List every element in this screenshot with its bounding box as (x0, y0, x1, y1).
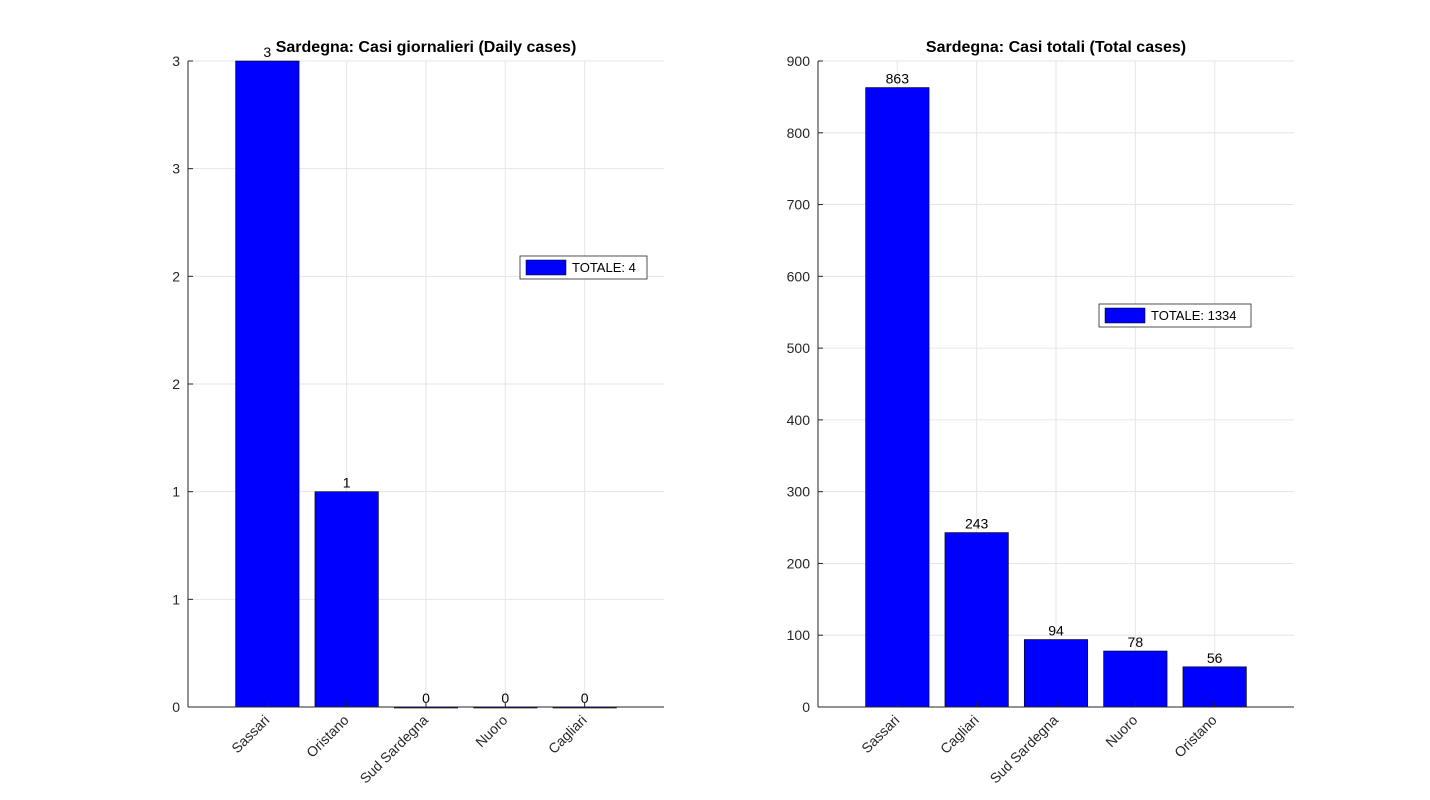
bar-nuoro (1103, 650, 1168, 708)
y-tick-label: 3 (172, 161, 180, 177)
total-cases-chart: 863 243 94 78 56 0 100 200 300 400 500 600 700 800 900… (787, 39, 1294, 786)
x-tick-label: Sud Sardegna (356, 712, 431, 787)
x-tick-label: Oristano (303, 712, 352, 761)
y-tick-label: 2 (172, 268, 180, 284)
data-label: 3 (263, 44, 271, 60)
bar-sassari (865, 87, 930, 708)
legend: TOTALE: 1334 (1098, 303, 1252, 328)
x-tick-label: Nuoro (472, 712, 510, 750)
data-label: 0 (422, 690, 430, 706)
y-tick-label: 300 (787, 484, 811, 500)
bar-oristano (1182, 666, 1247, 708)
data-label: 0 (581, 690, 589, 706)
data-label: 56 (1207, 650, 1223, 666)
legend: TOTALE: 4 (519, 255, 648, 280)
data-label: 78 (1128, 634, 1144, 650)
x-tick-label: Nuoro (1102, 712, 1140, 750)
y-tick-label: 1 (172, 591, 180, 607)
x-tick-label: Oristano (1171, 712, 1220, 761)
bar-cagliari (944, 532, 1009, 708)
y-tick-label: 500 (787, 340, 811, 356)
data-label: 0 (501, 690, 509, 706)
x-tick-label: Sud Sardegna (986, 712, 1061, 787)
y-tick-label: 2 (172, 376, 180, 392)
y-tick-label: 3 (172, 53, 180, 69)
y-tick-label: 1 (172, 484, 180, 500)
data-label: 94 (1048, 623, 1064, 639)
legend-swatch (1104, 307, 1146, 324)
bar-sud-sardegna (1023, 639, 1089, 708)
y-tick-label: 600 (787, 268, 811, 284)
chart-title: Sardegna: Casi totali (Total cases) (926, 39, 1186, 56)
y-tick-label: 0 (802, 699, 810, 715)
data-label: 863 (886, 71, 910, 87)
data-label: 243 (965, 516, 989, 532)
y-tick-label: 100 (787, 627, 811, 643)
y-tick-label: 800 (787, 125, 811, 141)
legend-label: TOTALE: 1334 (1151, 308, 1237, 323)
legend-label: TOTALE: 4 (572, 260, 636, 275)
x-tick-label: Sassari (858, 712, 902, 756)
y-tick-label: 400 (787, 412, 811, 428)
chart-title: Sardegna: Casi giornalieri (Daily cases) (276, 39, 577, 56)
daily-cases-chart: 3 1 0 0 0 0 1 1 2 2 3 3 Sassari Oristano Sud Sardegna N… (172, 39, 664, 786)
bar-oristano (314, 491, 379, 708)
bar-sassari (235, 60, 300, 708)
x-tick-label: Cagliari (937, 712, 982, 757)
y-tick-label: 700 (787, 197, 811, 213)
y-tick-label: 900 (787, 53, 811, 69)
x-tick-label: Sassari (228, 712, 272, 756)
y-tick-label: 0 (172, 699, 180, 715)
y-tick-label: 200 (787, 555, 811, 571)
x-tick-label: Cagliari (545, 712, 590, 757)
legend-swatch (525, 259, 567, 276)
data-label: 1 (343, 475, 351, 491)
